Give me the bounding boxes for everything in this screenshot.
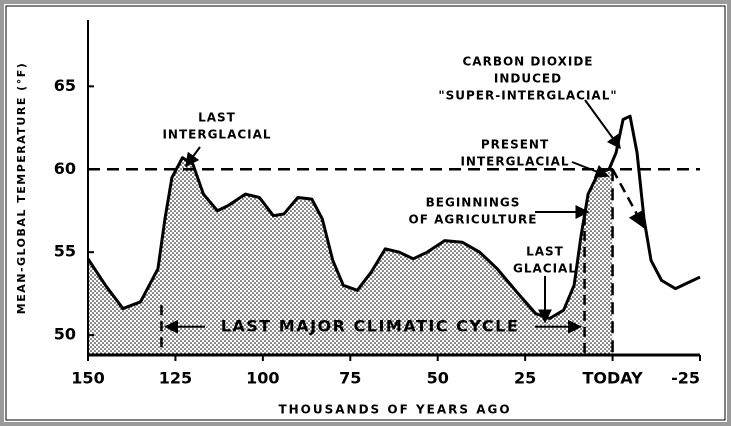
- x-tick-label: 150: [71, 369, 104, 388]
- annotation: "SUPER-INTERGLACIAL": [438, 89, 617, 103]
- annotation: CARBON DIOXIDE: [463, 55, 594, 69]
- stippled-area: [88, 157, 613, 355]
- y-tick-label: 55: [54, 242, 76, 261]
- annotation: BEGINNINGS: [426, 196, 521, 210]
- annotation-arrow: [185, 146, 201, 168]
- temperature-curve: [86, 114, 701, 321]
- x-tick-label: 75: [339, 369, 361, 388]
- annotation: LAST: [526, 245, 564, 259]
- x-tick-label: 100: [246, 369, 279, 388]
- annotation: PRESENT: [481, 138, 549, 152]
- x-tick-label: 50: [427, 369, 449, 388]
- annotation: INTERGLACIAL: [460, 155, 569, 169]
- annotation: INDUCED: [494, 72, 562, 86]
- annotation: GLACIAL: [513, 262, 577, 276]
- y-tick-label: 60: [54, 159, 76, 178]
- projection-line: [611, 168, 646, 229]
- annotation: OF AGRICULTURE: [409, 213, 538, 227]
- annotation-arrow: [571, 161, 610, 178]
- x-tick-label: TODAY: [582, 369, 643, 388]
- annotation: LAST: [198, 111, 236, 125]
- y-tick-label: 65: [54, 76, 76, 95]
- inner-frame: [5, 5, 726, 421]
- x-tick-label: -25: [671, 369, 700, 388]
- x-tick-label: 125: [159, 369, 192, 388]
- x-axis-label: THOUSANDS OF YEARS AGO: [278, 403, 511, 417]
- x-tick-label: 25: [514, 369, 536, 388]
- y-axis-label: MEAN-GLOBAL TEMPERATURE (°F): [15, 62, 28, 314]
- cycle-label: LAST MAJOR CLIMATIC CYCLE: [221, 316, 520, 335]
- annotation: INTERGLACIAL: [162, 128, 271, 142]
- annotation-arrow: [584, 99, 621, 150]
- y-tick-label: 50: [54, 325, 76, 344]
